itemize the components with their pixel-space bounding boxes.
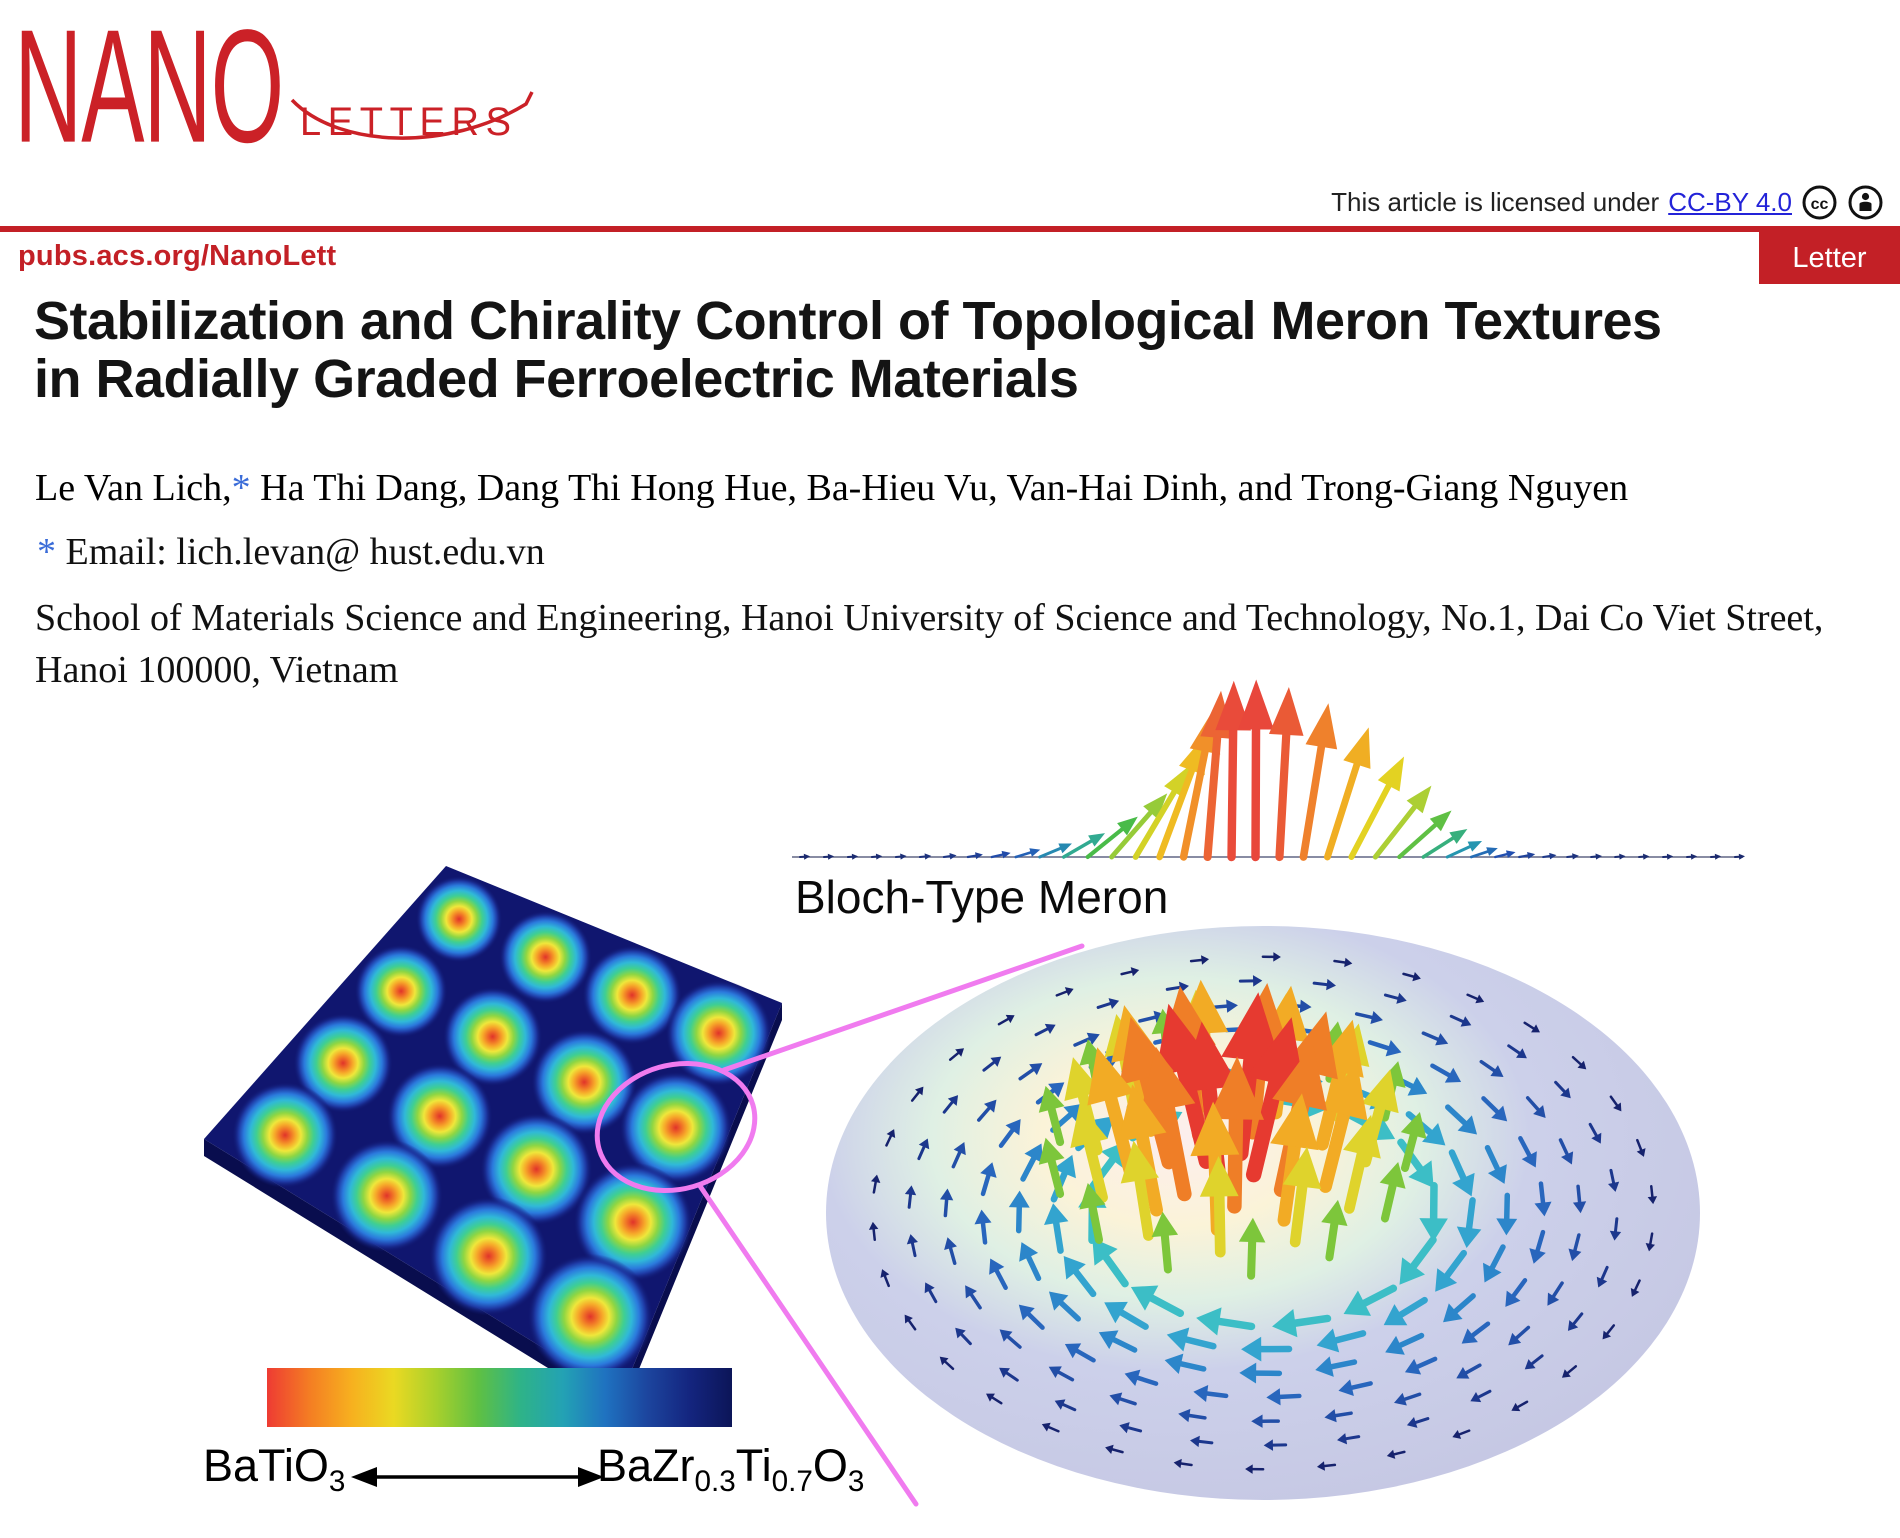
logo-swoosh <box>290 91 534 140</box>
bloch-type-meron-label: Bloch-Type Meron <box>795 871 1169 923</box>
email-asterisk: * <box>37 531 56 573</box>
polarization-profile-arrows <box>792 679 1745 862</box>
author-list-post: Ha Thi Dang, Dang Thi Hong Hue, Ba-Hieu … <box>250 467 1629 509</box>
license-line: This article is licensed under CC-BY 4.0… <box>1331 184 1884 221</box>
logo-nano-text: NANO <box>14 0 284 177</box>
article-type-badge: Letter <box>1759 232 1900 284</box>
svg-text:cc: cc <box>1811 196 1829 213</box>
affiliation: School of Materials Science and Engineer… <box>35 592 1823 696</box>
email-address[interactable]: Email: lich.levan@ hust.edu.vn <box>56 531 545 573</box>
attribution-person-icon <box>1848 185 1883 220</box>
colorbar-left-label: BaTiO3 <box>203 1440 346 1498</box>
ccby-link[interactable]: CC-BY 4.0 <box>1668 187 1792 217</box>
affiliation-line1: School of Materials Science and Engineer… <box>35 597 1824 639</box>
meron-lattice-plate <box>204 866 782 1413</box>
license-prefix-text: This article is licensed under <box>1331 187 1660 217</box>
author-list: Le Van Lich,* Ha Thi Dang, Dang Thi Hong… <box>35 466 1628 510</box>
article-title: Stabilization and Chirality Control of T… <box>34 292 1662 408</box>
corresponding-author-asterisk: * <box>231 467 251 509</box>
corresponding-email-line: * Email: lich.levan@ hust.edu.vn <box>37 530 545 574</box>
cc-icon: cc <box>1802 185 1837 220</box>
article-title-line2: in Radially Graded Ferroelectric Materia… <box>34 349 1079 409</box>
red-rule <box>0 226 1900 232</box>
zoom-callout <box>594 943 1085 1507</box>
affiliation-line2: Hanoi 100000, Vietnam <box>35 649 399 691</box>
composition-double-arrow-icon <box>351 1467 604 1487</box>
meron-vortex-disc <box>826 926 1700 1500</box>
article-title-line1: Stabilization and Chirality Control of T… <box>34 291 1662 351</box>
composition-colorbar <box>267 1368 732 1427</box>
colorbar-right-label: BaZr0.3Ti0.7O3 <box>597 1440 865 1498</box>
journal-url-link[interactable]: pubs.acs.org/NanoLett <box>18 240 337 272</box>
author-list-pre: Le Van Lich, <box>35 467 232 509</box>
